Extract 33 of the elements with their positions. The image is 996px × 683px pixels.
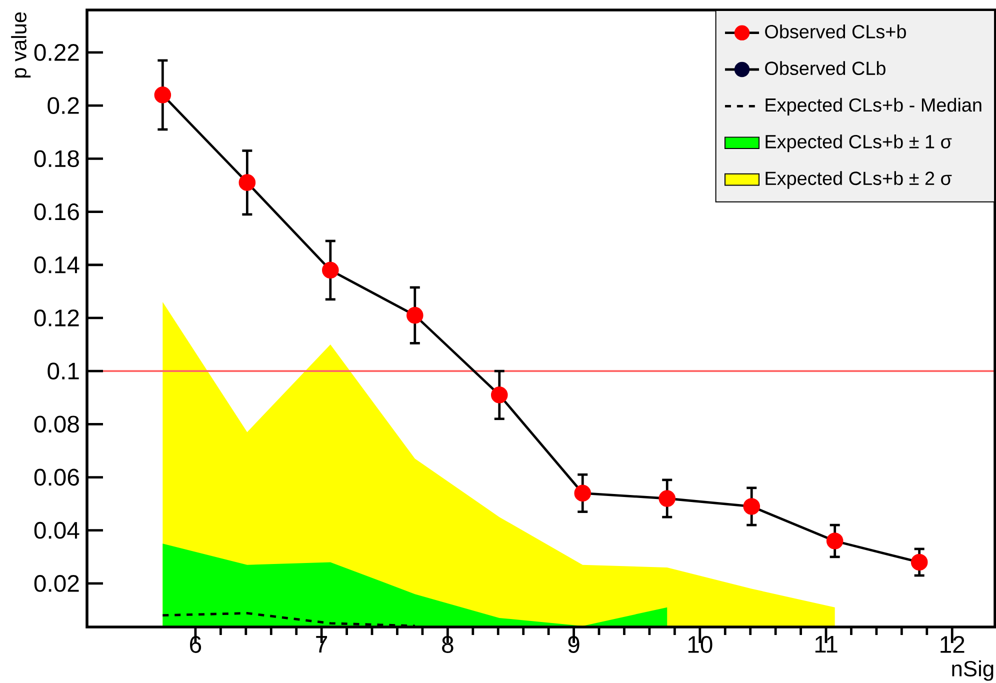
y-tick-label: 0.16 (34, 203, 79, 220)
x-axis-title: nSig (952, 660, 994, 681)
point (826, 532, 844, 550)
y-axis-title: p value (11, 12, 31, 78)
y-tick-label: 0.1 (48, 362, 79, 380)
x-tick-label: 8 (442, 636, 454, 653)
point (574, 484, 592, 502)
y-tick-label: 0.04 (34, 522, 80, 539)
legend-label: Expected CLs+b ± 1 σ (766, 134, 952, 152)
point (406, 306, 424, 324)
y-tick-label: 0.22 (34, 44, 79, 61)
point (238, 174, 256, 191)
x-tick-label: 10 (688, 636, 712, 653)
legend-label: Expected CLs+b ± 2 σ (766, 171, 952, 189)
legend-label: Observed CLb (765, 61, 886, 76)
y-tick-label: 0.06 (34, 468, 79, 486)
x-tick-label: 12 (940, 636, 964, 653)
y-tick-label: 0.18 (34, 150, 79, 168)
x-tick-label: 9 (568, 636, 580, 653)
point (322, 262, 339, 279)
point (743, 498, 760, 515)
y-tick-label: 0.2 (48, 97, 79, 114)
point (658, 490, 676, 507)
y-tick-label: 0.08 (34, 416, 79, 433)
legend-label: Expected CLs+b - Median (766, 98, 982, 116)
y-tick-label: 0.14 (34, 256, 80, 274)
x-tick-label: 11 (815, 636, 838, 652)
point (154, 86, 172, 104)
point (910, 554, 928, 571)
legend-label: Observed CLs+b (765, 24, 906, 38)
y-tick-label: 0.02 (34, 575, 79, 592)
y-tick-label: 0.12 (34, 310, 79, 326)
point (490, 386, 508, 404)
